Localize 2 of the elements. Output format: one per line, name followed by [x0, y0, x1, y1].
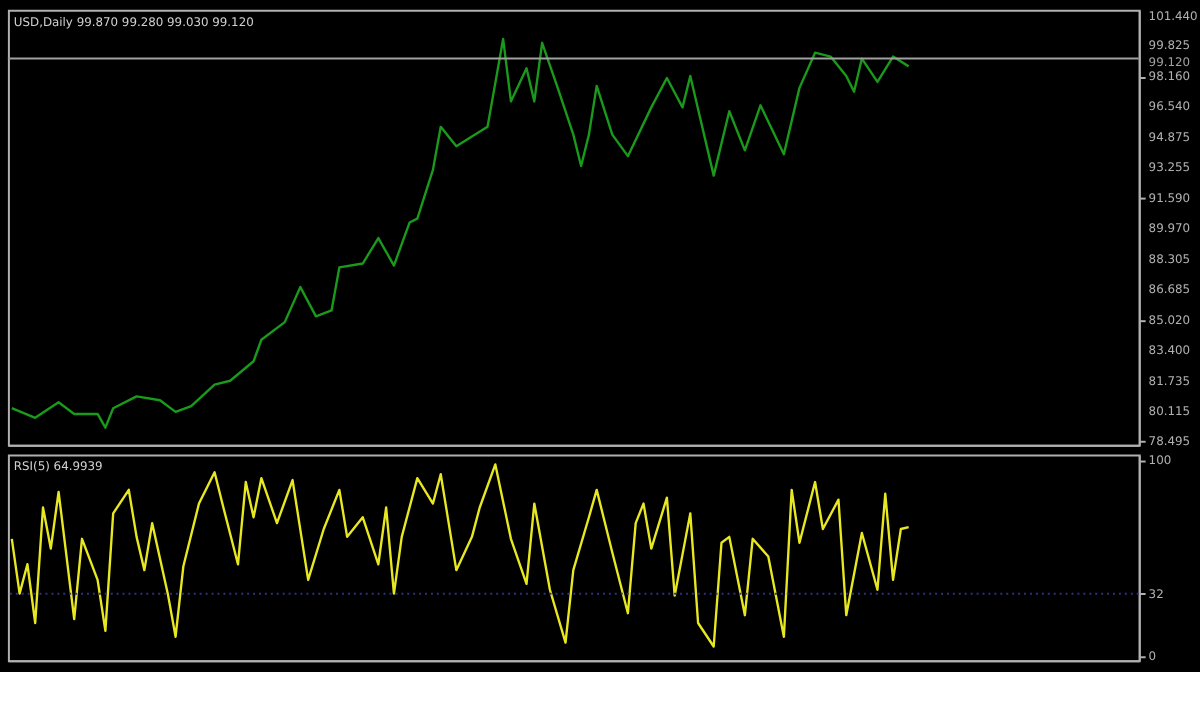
- line-series: [10, 463, 910, 648]
- line-series: [10, 37, 910, 429]
